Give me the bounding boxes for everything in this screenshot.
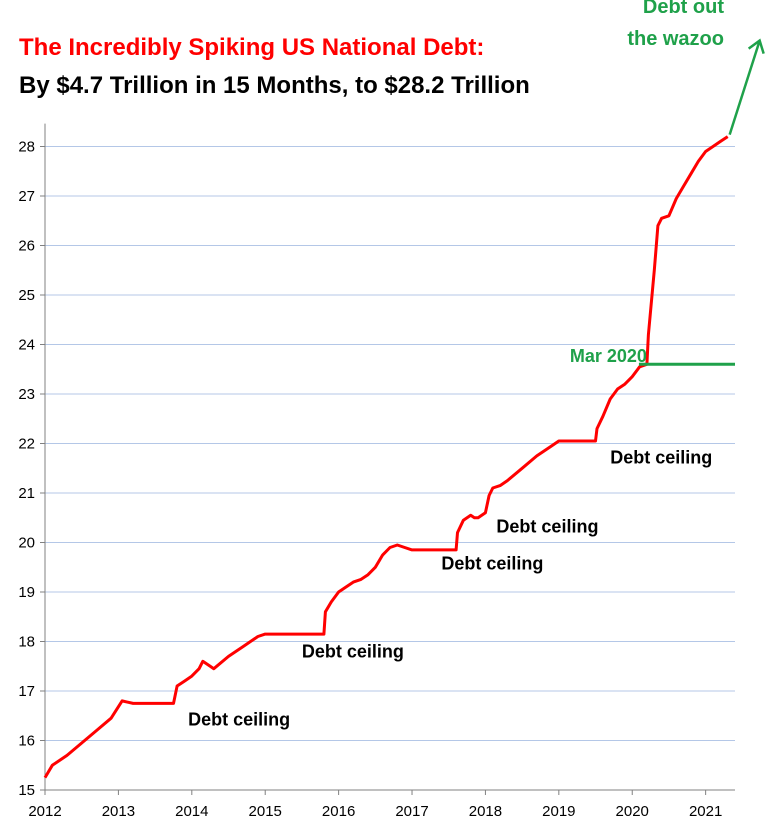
series-line-debt — [43, 135, 729, 779]
annotation-debt-ceiling-4: Debt ceiling — [610, 447, 712, 467]
y-tick-label: 15 — [18, 782, 35, 799]
chart-subtitle: By $4.7 Trillion in 15 Months, to $28.2 … — [19, 72, 530, 99]
x-tick-label: 2012 — [28, 803, 61, 820]
y-tick-label: 18 — [18, 634, 35, 651]
chart-title: The Incredibly Spiking US National Debt: — [19, 34, 484, 61]
x-tick-label: 2014 — [175, 803, 208, 820]
x-tick-label: 2013 — [102, 803, 135, 820]
annotation-debt-ceiling-2: Debt ceiling — [441, 554, 543, 574]
x-tick-label: 2018 — [469, 803, 502, 820]
wazoo-arrow-line — [728, 40, 761, 135]
annotation-the-wazoo-7: the wazoo — [627, 28, 724, 50]
y-tick-label: 16 — [18, 733, 35, 750]
annotation-debt-ceiling-0: Debt ceiling — [188, 710, 290, 730]
x-tick-label: 2016 — [322, 803, 355, 820]
annotation-layer: Debt ceiling Debt ceiling Debt ceiling Debt… — [188, 0, 765, 730]
y-tick-label: 27 — [18, 188, 35, 205]
y-tick-label: 25 — [18, 287, 35, 304]
annotation-mar-2020-5: Mar 2020 — [570, 346, 647, 366]
wazoo-arrow-head — [747, 38, 765, 54]
x-tick-label: 2020 — [616, 803, 649, 820]
series-layer — [43, 135, 729, 779]
y-tick-label: 20 — [18, 535, 35, 552]
x-tick-label: 2017 — [395, 803, 428, 820]
annotation-debt-ceiling-3: Debt ceiling — [496, 517, 598, 537]
annotation-debt-ceiling-1: Debt ceiling — [302, 641, 404, 661]
x-tick-label: 2021 — [689, 803, 722, 820]
x-tick-label: 2019 — [542, 803, 575, 820]
x-tick-label: 2015 — [249, 803, 282, 820]
grid-layer — [45, 146, 735, 791]
y-tick-label: 19 — [18, 584, 35, 601]
y-tick-label: 24 — [18, 337, 35, 354]
annotation-debt-out-6: Debt out — [643, 0, 724, 18]
y-tick-label: 21 — [18, 485, 35, 502]
y-tick-label: 26 — [18, 238, 35, 255]
y-tick-label: 17 — [18, 683, 35, 700]
y-tick-label: 22 — [18, 436, 35, 453]
y-tick-label: 23 — [18, 386, 35, 403]
y-tick-label: 28 — [18, 139, 35, 156]
